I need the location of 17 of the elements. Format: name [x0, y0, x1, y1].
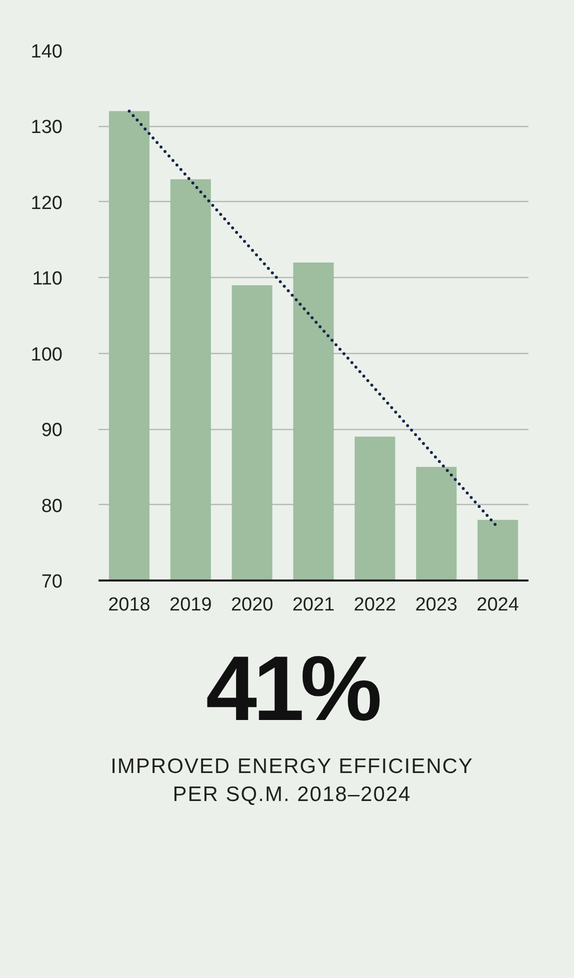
y-tick-label: 80 — [41, 496, 63, 517]
y-tick-label: 130 — [30, 117, 62, 138]
y-tick-label: 140 — [30, 42, 62, 62]
y-tick-label: 120 — [30, 192, 62, 214]
text: 41% — [206, 638, 378, 740]
y-tick-label: 110 — [32, 268, 63, 290]
x-tick-label: 2024 — [476, 594, 520, 616]
x-tick-label: 2021 — [292, 594, 335, 616]
text: IMPROVED ENERGY EFFICIENCY PER SQ.M. 2018–2024 — [110, 754, 474, 808]
y-tick-label: 70 — [41, 572, 63, 592]
x-tick-label: 2023 — [415, 594, 458, 616]
x-tick-label: 2022 — [354, 594, 396, 616]
y-tick-label: 90 — [41, 420, 63, 442]
x-tick-label: 2018 — [108, 594, 150, 616]
x-tick-label: 2019 — [170, 594, 212, 616]
y-tick-label: 100 — [30, 344, 62, 366]
x-tick-label: 2020 — [230, 594, 274, 616]
